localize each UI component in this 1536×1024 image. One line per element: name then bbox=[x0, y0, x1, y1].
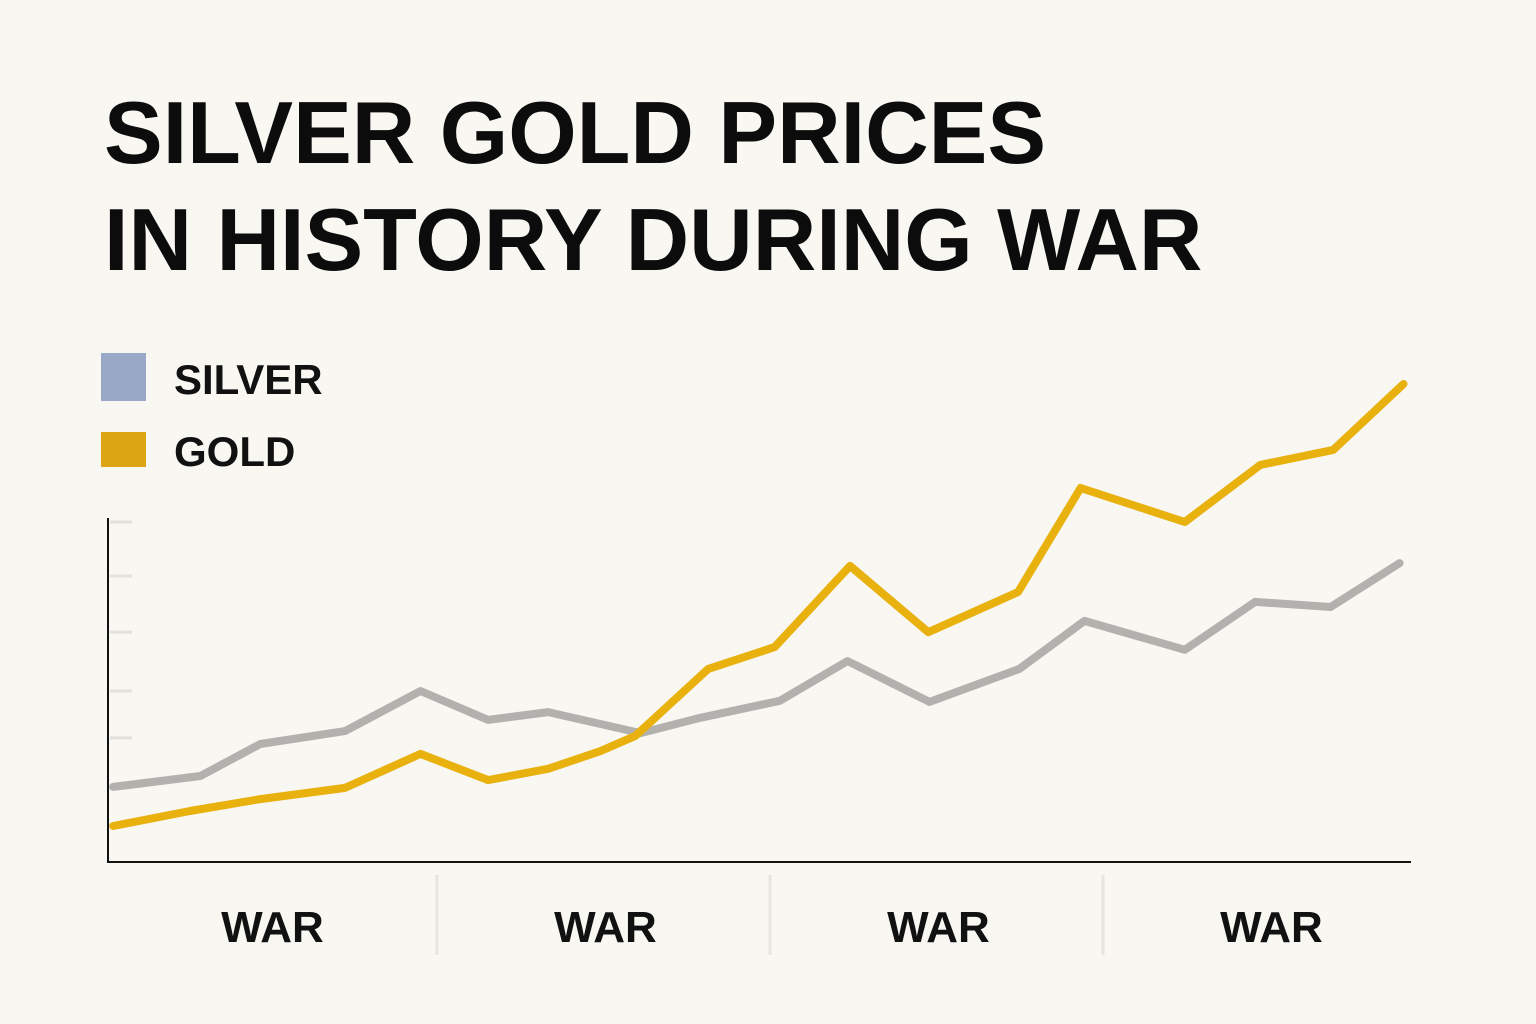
chart-title-line-2: IN HISTORY DURING WAR bbox=[104, 190, 1202, 289]
x-category-label-2: WAR bbox=[887, 903, 990, 952]
legend-swatch-gold bbox=[101, 432, 146, 467]
series-lines bbox=[109, 380, 1408, 830]
y-ticks bbox=[110, 520, 132, 740]
x-category-label-1: WAR bbox=[554, 903, 657, 952]
x-categories: WAR WAR WAR WAR bbox=[221, 875, 1323, 955]
legend-label-gold: GOLD bbox=[174, 428, 295, 475]
legend: SILVER GOLD bbox=[101, 353, 323, 475]
series-line-silver bbox=[109, 559, 1404, 791]
x-category-label-3: WAR bbox=[1220, 903, 1323, 952]
chart-title-line-1: SILVER GOLD PRICES bbox=[104, 83, 1046, 182]
series-line-gold bbox=[109, 380, 1408, 830]
legend-label-silver: SILVER bbox=[174, 356, 323, 403]
legend-swatch-silver bbox=[101, 353, 146, 401]
x-category-label-0: WAR bbox=[221, 903, 324, 952]
